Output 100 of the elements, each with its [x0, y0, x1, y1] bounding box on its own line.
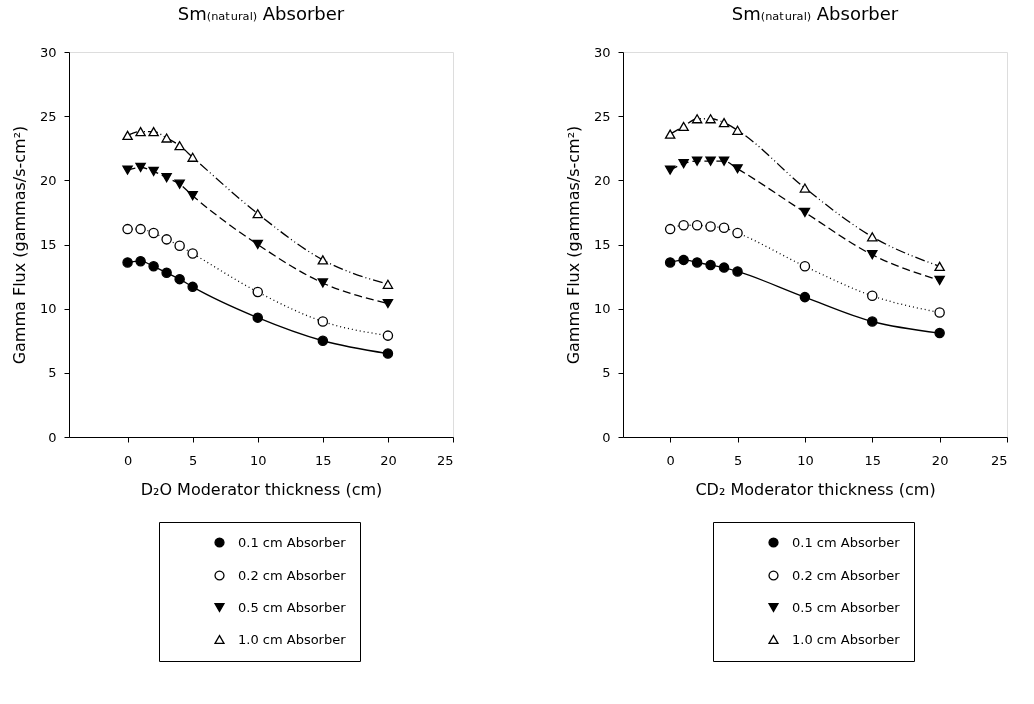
- point: [664, 165, 676, 175]
- point: [122, 165, 133, 175]
- point: [161, 173, 172, 183]
- point: [187, 248, 198, 259]
- y-tick-label: 0: [602, 429, 611, 445]
- point: [252, 286, 264, 298]
- point: [135, 126, 146, 137]
- x-tick-label: 0: [123, 452, 133, 468]
- point: [252, 312, 264, 323]
- point: [187, 152, 198, 162]
- point: [799, 291, 811, 303]
- point: [664, 129, 676, 139]
- point: [161, 234, 172, 245]
- point: [705, 156, 716, 166]
- y-axis-title: Gamma Flux (gammas/s-cm²): [563, 125, 583, 365]
- point: [664, 223, 676, 235]
- point: [678, 121, 689, 132]
- point: [678, 254, 689, 266]
- point: [705, 221, 716, 232]
- point: [161, 133, 172, 143]
- point: [691, 156, 703, 166]
- point: [705, 114, 716, 124]
- point: [718, 117, 730, 128]
- point: [867, 316, 878, 327]
- point: [174, 273, 185, 285]
- point: [678, 220, 689, 231]
- point: [867, 250, 878, 260]
- point: [934, 307, 945, 318]
- y-tick-label: 15: [593, 237, 611, 252]
- point: [691, 257, 703, 268]
- x-tick-label: 10: [249, 452, 267, 468]
- point: [148, 166, 159, 176]
- x-tick-label: 20: [380, 452, 397, 468]
- point: [317, 255, 329, 265]
- point: [718, 222, 730, 234]
- point: [732, 125, 743, 135]
- point: [187, 281, 198, 293]
- chart-title: Sm₍ₙₐₜᵤᵣₐₗ₎ Absorber: [177, 3, 345, 24]
- legend-label: 0.2 cm Absorber: [792, 567, 901, 583]
- point: [122, 223, 133, 235]
- point: [382, 298, 394, 309]
- x-tick-label: 0: [666, 452, 675, 468]
- x-axis-title: CD₂ Moderator thickness (cm): [695, 479, 936, 499]
- point: [382, 348, 394, 359]
- point: [317, 278, 329, 288]
- x-tick-label: 15: [315, 452, 332, 468]
- y-tick-label: 5: [602, 365, 611, 381]
- y-tick-label: 15: [39, 237, 57, 252]
- point: [718, 156, 730, 166]
- x-tick-label: 25: [436, 452, 454, 468]
- point: [187, 191, 198, 201]
- point: [382, 330, 394, 341]
- y-tick-label: 20: [593, 172, 611, 188]
- point: [174, 240, 185, 252]
- legend-label: 0.1 cm Absorber: [238, 534, 347, 550]
- point: [122, 130, 133, 141]
- point: [148, 126, 159, 137]
- point: [317, 316, 329, 327]
- point: [934, 275, 945, 286]
- y-tick-label: 30: [39, 44, 57, 60]
- point: [135, 162, 146, 173]
- y-tick-label: 10: [39, 301, 57, 317]
- point: [174, 141, 185, 151]
- point: [867, 290, 878, 302]
- point: [799, 207, 811, 218]
- point: [732, 227, 743, 239]
- point: [799, 183, 811, 193]
- point: [135, 223, 146, 235]
- x-tick-label: 15: [864, 452, 882, 468]
- y-tick-label: 20: [39, 172, 57, 188]
- point: [161, 267, 172, 278]
- x-tick-label: 20: [931, 452, 949, 468]
- x-tick-label: 5: [189, 452, 198, 468]
- x-tick-label: 10: [797, 452, 814, 468]
- point: [135, 255, 146, 267]
- point: [174, 179, 185, 189]
- x-tick-label: 5: [733, 452, 743, 468]
- y-tick-label: 10: [593, 301, 611, 317]
- point: [934, 261, 945, 271]
- point: [691, 220, 703, 231]
- point: [934, 327, 945, 339]
- legend-label: 1.0 cm Absorber: [792, 631, 901, 647]
- point: [382, 279, 394, 289]
- point: [122, 257, 133, 268]
- point: [664, 257, 676, 268]
- y-tick-label: 25: [39, 108, 57, 124]
- point: [252, 239, 264, 250]
- point: [317, 335, 329, 346]
- x-tick-label: 25: [990, 452, 1008, 468]
- x-axis-title: D₂O Moderator thickness (cm): [140, 479, 383, 499]
- y-tick-label: 25: [593, 108, 611, 124]
- point: [252, 209, 264, 219]
- point: [691, 114, 703, 124]
- legend-label: 0.5 cm Absorber: [792, 599, 901, 615]
- point: [148, 261, 159, 272]
- y-axis-title: Gamma Flux (gammas/s-cm²): [9, 125, 29, 365]
- legend-label: 0.1 cm Absorber: [792, 534, 901, 550]
- y-tick-label: 5: [48, 365, 57, 381]
- point: [732, 164, 743, 174]
- legend-label: 1.0 cm Absorber: [238, 631, 347, 647]
